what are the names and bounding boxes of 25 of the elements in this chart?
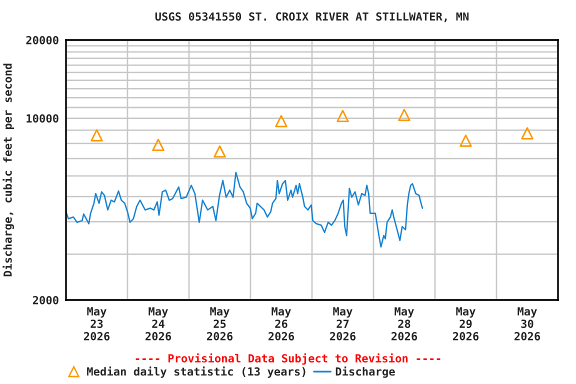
point (460, 134, 472, 147)
y-axis-title: Discharge, cubic feet per second (2, 64, 14, 276)
point (214, 145, 226, 158)
point (152, 138, 164, 152)
point (398, 108, 410, 122)
x-tick-label: May 25 2026 (206, 307, 233, 340)
point (521, 127, 534, 140)
x-tick-label: May 27 2026 (330, 307, 356, 340)
legend-label: Median daily statistic (13 years) (87, 366, 306, 378)
x-tick-label: May 30 2026 (514, 307, 540, 340)
x-tick-label: May 24 2026 (145, 307, 172, 340)
point (90, 129, 103, 142)
y-tick-label: 20000 (26, 36, 58, 44)
point (275, 114, 288, 128)
legend-label: Discharge (336, 366, 395, 378)
y-tick-label: 2000 (32, 296, 58, 304)
text: ---- Provisional Data Subject to Revision ---- (136, 353, 440, 365)
x-tick-label: May 29 2026 (452, 307, 479, 340)
x-tick-label: May 26 2026 (268, 307, 294, 340)
y-tick-label: 10000 (26, 114, 58, 123)
x-tick-label: May 23 2026 (84, 307, 110, 340)
point (336, 110, 349, 122)
chart-title: USGS 05341550 ST. CROIX RIVER AT STILLWATER, MN (155, 12, 469, 22)
x-tick-label: May 28 2026 (391, 307, 418, 340)
line-series (66, 172, 424, 248)
